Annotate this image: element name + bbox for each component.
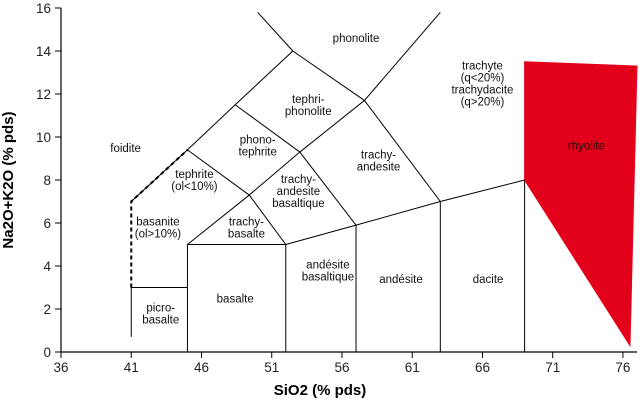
x-tick-label: 51	[264, 360, 279, 375]
field-labels: phonolite tephri-phonolite foidite phono-te…	[110, 33, 605, 326]
x-tick-label: 41	[124, 360, 139, 375]
x-axis-title: SiO2 (% pds)	[274, 382, 367, 399]
boundary-upper-left	[187, 194, 250, 245]
field-label-basalte: basalte	[217, 293, 254, 305]
boundary-trachyandesite-left	[299, 151, 357, 226]
y-tick-label: 16	[36, 1, 51, 16]
boundary-trachyandesite-right	[364, 100, 441, 202]
field-label-tephriphonolite: tephri-phonolite	[285, 94, 332, 118]
rhyolite-highlight	[524, 61, 638, 348]
y-tick-label: 4	[43, 259, 51, 274]
boundary-tephriphonolite-upper	[292, 50, 365, 101]
field-label-phonotephrite: phono-tephrite	[239, 135, 277, 159]
field-label-tephrite: tephrite (ol<10%)	[171, 169, 218, 193]
field-label-phonolite: phonolite	[333, 33, 380, 45]
x-tick-label: 46	[194, 360, 209, 375]
y-tick-label: 12	[36, 87, 51, 102]
y-tick-label: 0	[43, 345, 51, 360]
y-tick-label: 8	[43, 173, 51, 188]
field-label-andesite-basaltique: andésite basaltique	[302, 259, 354, 283]
boundary-phono-upper	[234, 104, 301, 153]
field-label-andesite: andésite	[379, 274, 422, 286]
y-axis-title: Na2O+K2O (% pds)	[0, 111, 17, 248]
field-label-trachybasalt: trachy-basalte	[228, 216, 265, 240]
field-label-picrobasalte: picro-basalte	[142, 302, 179, 326]
x-tick-label: 76	[615, 360, 630, 375]
field-label-trachybasaltic-andesite: trachy-andesite basaltique	[272, 174, 324, 210]
field-label-basanite: basanite (ol>10%)	[135, 216, 182, 240]
field-label-trachyandesite: trachy-andesite	[357, 150, 400, 174]
boundary-tephrite-lower	[248, 194, 287, 245]
field-label-rhyolite: rhyolite	[568, 141, 605, 153]
boundary-phonolite-right	[364, 11, 441, 101]
rhyolite-field	[524, 61, 638, 348]
y-tick-label: 2	[43, 302, 51, 317]
x-tick-label: 66	[475, 360, 490, 375]
boundary-foidite-dashed	[130, 149, 189, 288]
x-tick-label: 61	[405, 360, 420, 375]
field-label-foidite: foidite	[110, 143, 141, 155]
field-boundaries	[130, 11, 526, 352]
x-tick-label: 71	[545, 360, 560, 375]
field-label-dacite: dacite	[473, 274, 504, 286]
y-tick-label: 10	[36, 130, 51, 145]
y-tick-label: 14	[36, 44, 52, 59]
y-tick-label: 6	[43, 216, 51, 231]
field-label-trachyte: trachyte (q<20%) trachydacite (q>20%)	[451, 60, 513, 108]
boundary-phonolite-left	[257, 11, 294, 52]
boundary-upper-boundary	[285, 179, 525, 245]
x-tick-label: 36	[53, 360, 68, 375]
x-tick-label: 56	[334, 360, 349, 375]
